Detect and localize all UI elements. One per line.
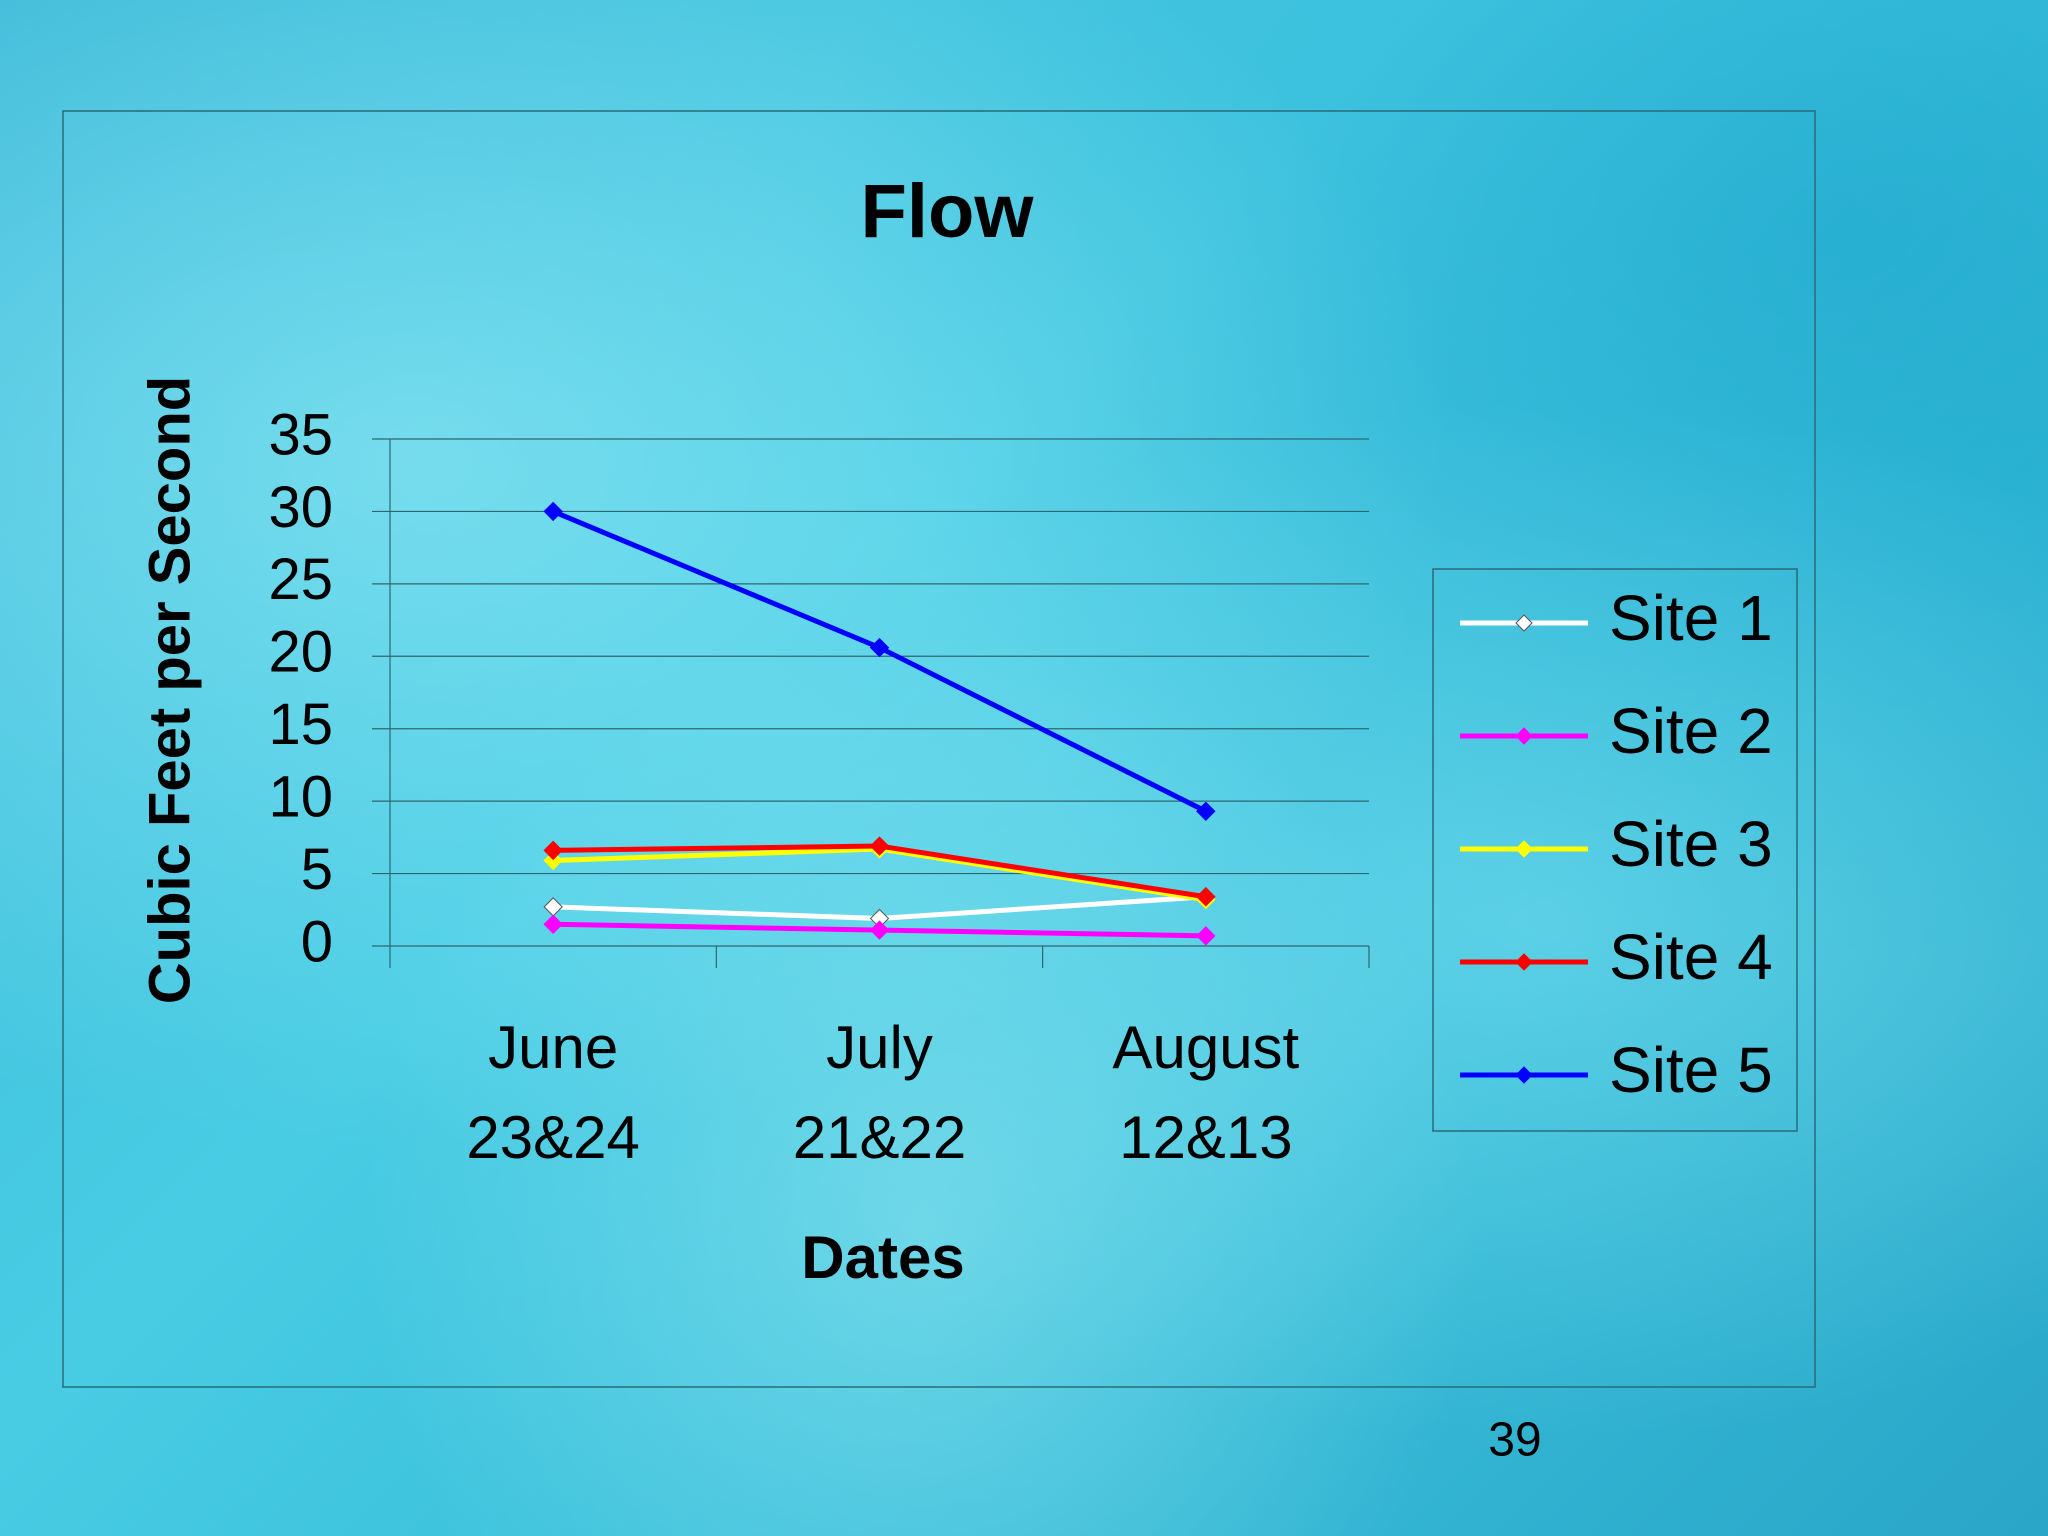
point-marker bbox=[1196, 887, 1216, 907]
legend-box bbox=[1432, 568, 1798, 1132]
legend-marker bbox=[1515, 1066, 1533, 1084]
y-axis-title: Cubic Feet per Second bbox=[137, 376, 202, 1004]
point-marker bbox=[1196, 926, 1216, 946]
point-marker bbox=[869, 637, 890, 658]
legend-label: Site 1 bbox=[1609, 582, 1773, 654]
x-axis-title: Dates bbox=[801, 1224, 964, 1291]
y-tick-label: 35 bbox=[268, 402, 333, 467]
y-tick-label: 5 bbox=[301, 837, 333, 902]
legend-marker bbox=[1515, 614, 1533, 632]
y-tick-label: 10 bbox=[268, 764, 333, 829]
x-tick-label: July 21&22 bbox=[792, 1014, 967, 1171]
y-tick-label: 15 bbox=[268, 692, 333, 757]
legend-label: Site 4 bbox=[1609, 921, 1773, 993]
legend-marker bbox=[1515, 953, 1533, 971]
chart-border bbox=[62, 110, 1816, 1388]
x-tick-label: August 12&13 bbox=[1112, 1014, 1300, 1171]
point-marker bbox=[543, 914, 563, 934]
point-marker bbox=[1196, 801, 1216, 821]
point-marker bbox=[543, 897, 563, 917]
page-number: 39 bbox=[1488, 1414, 1541, 1467]
series-line bbox=[552, 509, 1207, 814]
point-marker bbox=[543, 850, 563, 871]
legend-marker bbox=[1515, 727, 1533, 745]
point-marker bbox=[869, 920, 890, 940]
chart-title: Flow bbox=[860, 169, 1034, 254]
x-tick-label: June 23&24 bbox=[466, 1014, 640, 1171]
legend-label: Site 3 bbox=[1609, 808, 1773, 880]
point-marker bbox=[869, 836, 890, 856]
y-tick-label: 0 bbox=[301, 909, 333, 974]
legend-label: Site 5 bbox=[1609, 1034, 1773, 1106]
legend-label: Site 2 bbox=[1609, 695, 1773, 767]
y-tick-label: 30 bbox=[268, 475, 333, 540]
point-marker bbox=[543, 840, 563, 861]
y-tick-label: 25 bbox=[268, 547, 333, 612]
legend-marker bbox=[1515, 840, 1533, 858]
point-marker bbox=[543, 501, 563, 522]
y-tick-label: 20 bbox=[268, 620, 333, 685]
